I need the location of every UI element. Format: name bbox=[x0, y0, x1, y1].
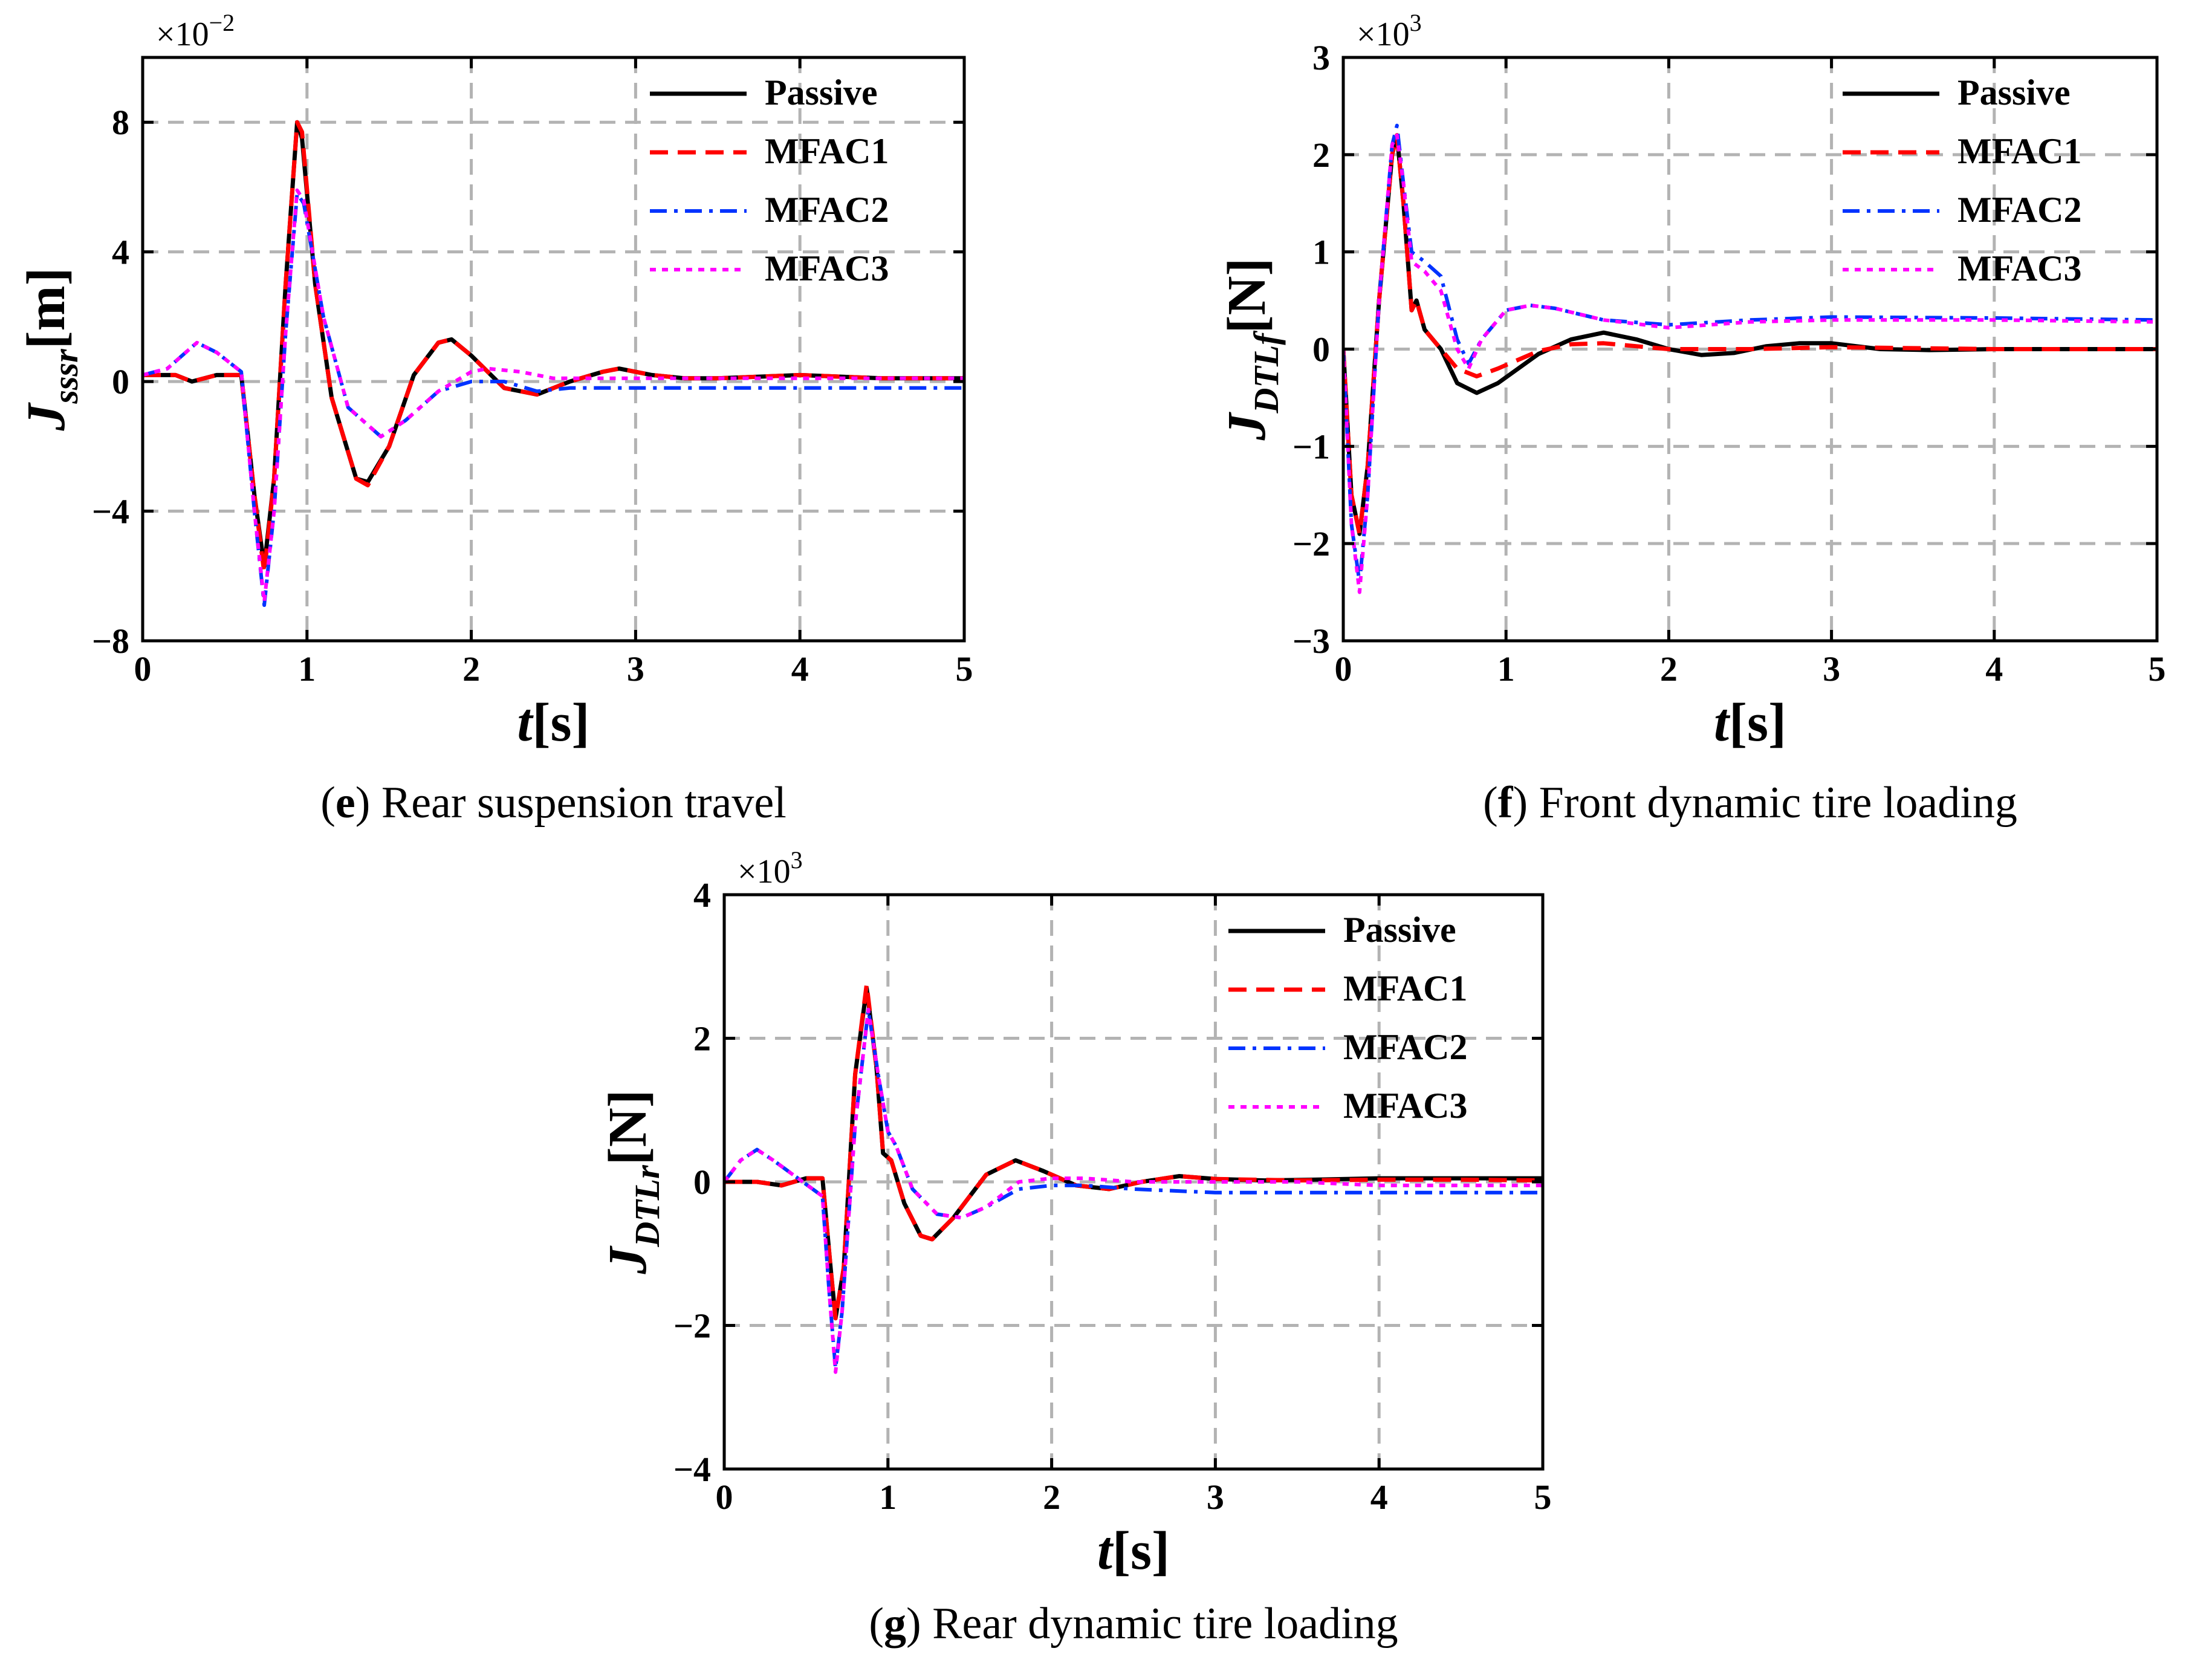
y-tick-label: 0 bbox=[693, 1163, 711, 1202]
axis-multiplier: ×10−2 bbox=[156, 9, 235, 53]
x-tick-label: 1 bbox=[879, 1477, 897, 1517]
y-tick-label: 4 bbox=[693, 875, 711, 915]
legend-label-mfac1: MFAC1 bbox=[1343, 968, 1468, 1008]
x-tick-label: 2 bbox=[462, 649, 480, 689]
legend-label-passive: Passive bbox=[1957, 73, 2071, 112]
y-tick-label: 1 bbox=[1312, 233, 1330, 272]
legend-label-mfac1: MFAC1 bbox=[765, 131, 889, 171]
y-tick-label: 3 bbox=[1312, 38, 1330, 77]
chart-panel-e: 0 1 2 3 4 5 −8 −4 0 4 8 ×10−2 t[s] Jsssr[m] Passive MFA… bbox=[16, 9, 973, 828]
legend: Passive MFAC1 MFAC2 MFAC3 bbox=[1843, 73, 2082, 288]
chart-panel-f: 0 1 2 3 4 5 −3 −2 −1 0 1 2 3 ×103 t[s] JDTLf[N] Passive M… bbox=[1217, 9, 2166, 828]
x-tick-label: 1 bbox=[1497, 649, 1515, 689]
series-line-mfac2 bbox=[1343, 123, 2157, 585]
y-tick-label: −2 bbox=[1292, 524, 1330, 563]
caption-g: (g) Rear dynamic tire loading bbox=[869, 1599, 1398, 1649]
series-line-mfac2 bbox=[724, 1008, 1543, 1370]
legend-label-mfac1: MFAC1 bbox=[1957, 131, 2082, 171]
legend: Passive MFAC1 MFAC2 MFAC3 bbox=[650, 73, 889, 288]
y-tick-label: 0 bbox=[112, 362, 129, 401]
y-tick-label: 2 bbox=[693, 1019, 711, 1059]
x-tick-label: 4 bbox=[791, 649, 809, 689]
x-axis-label: t[s] bbox=[1714, 693, 1786, 753]
x-axis-label: t[s] bbox=[1097, 1521, 1170, 1581]
y-tick-label: 0 bbox=[1312, 330, 1330, 369]
x-tick-label: 5 bbox=[2149, 649, 2166, 689]
series-line-mfac1 bbox=[143, 120, 964, 575]
y-tick-label: −1 bbox=[1292, 427, 1330, 466]
x-tick-label: 5 bbox=[956, 649, 973, 689]
x-tick-label: 3 bbox=[627, 649, 644, 689]
y-tick-label: 2 bbox=[1312, 135, 1330, 175]
legend-label-mfac3: MFAC3 bbox=[1957, 248, 2082, 288]
y-axis-label: Jsssr[m] bbox=[16, 267, 85, 431]
x-tick-label: 3 bbox=[1823, 649, 1840, 689]
y-tick-label: −3 bbox=[1292, 621, 1330, 661]
y-axis-label: JDTLr[N] bbox=[598, 1089, 667, 1274]
legend-label-mfac2: MFAC2 bbox=[1343, 1027, 1468, 1067]
y-axis-label: JDTLf[N] bbox=[1217, 258, 1286, 441]
x-tick-label: 0 bbox=[134, 649, 152, 689]
x-tick-label: 4 bbox=[1985, 649, 2003, 689]
series-line-mfac3 bbox=[143, 188, 964, 604]
series-line-mfac3 bbox=[724, 1008, 1543, 1374]
legend-label-passive: Passive bbox=[1343, 910, 1456, 950]
series-line-passive bbox=[143, 120, 964, 569]
x-tick-label: 2 bbox=[1660, 649, 1678, 689]
y-tick-label: −2 bbox=[673, 1306, 711, 1346]
legend-label-mfac2: MFAC2 bbox=[765, 190, 889, 230]
x-tick-label: 2 bbox=[1043, 1477, 1060, 1517]
x-tick-label: 3 bbox=[1207, 1477, 1224, 1517]
caption-f: (f) Front dynamic tire loading bbox=[1483, 778, 2017, 828]
series-line-mfac3 bbox=[1343, 133, 2157, 594]
series-line-mfac2 bbox=[143, 192, 964, 607]
y-tick-label: 4 bbox=[112, 233, 129, 272]
legend-label-passive: Passive bbox=[765, 73, 878, 112]
series-line-mfac1 bbox=[724, 982, 1543, 1321]
x-tick-label: 4 bbox=[1370, 1477, 1388, 1517]
axis-multiplier: ×103 bbox=[738, 846, 803, 890]
y-tick-label: −4 bbox=[673, 1450, 711, 1489]
y-tick-label: 8 bbox=[112, 103, 129, 142]
legend-label-mfac3: MFAC3 bbox=[765, 248, 889, 288]
y-tick-label: −8 bbox=[92, 621, 129, 661]
axes-frame bbox=[141, 56, 966, 643]
y-tick-label: −4 bbox=[92, 492, 129, 531]
series-group bbox=[1343, 123, 2157, 594]
x-tick-label: 1 bbox=[298, 649, 316, 689]
legend-label-mfac3: MFAC3 bbox=[1343, 1086, 1468, 1126]
caption-e: (e) Rear suspension travel bbox=[320, 778, 787, 828]
legend-label-mfac2: MFAC2 bbox=[1957, 190, 2082, 230]
x-tick-label: 0 bbox=[716, 1477, 733, 1517]
axis-multiplier: ×103 bbox=[1357, 9, 1422, 53]
x-axis-label: t[s] bbox=[517, 693, 590, 753]
gridlines bbox=[143, 57, 964, 641]
chart-panel-g: 0 1 2 3 4 5 −4 −2 0 2 4 ×103 t[s] JDTLr[N] Passive MFAC… bbox=[598, 846, 1552, 1649]
x-tick-label: 5 bbox=[1534, 1477, 1552, 1517]
series-group bbox=[724, 982, 1543, 1374]
x-tick-label: 0 bbox=[1335, 649, 1352, 689]
legend: Passive MFAC1 MFAC2 MFAC3 bbox=[1228, 910, 1468, 1126]
series-group bbox=[143, 120, 964, 607]
